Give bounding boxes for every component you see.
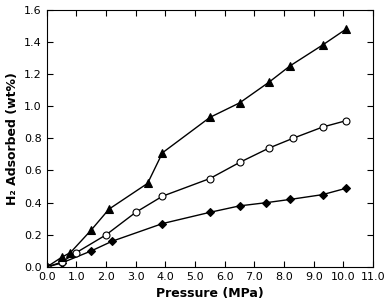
Pt/AC and MIL-101 physical mixture xyxy=(160,194,165,198)
pure MIL-101 xyxy=(109,239,114,243)
Pt/AC and MIL-101 physical mixture xyxy=(59,260,64,264)
MIL-101-bridges-Pt/AC xyxy=(145,181,150,185)
MIL-101-bridges-Pt/AC xyxy=(267,80,272,84)
Line: pure MIL-101: pure MIL-101 xyxy=(44,185,349,270)
MIL-101-bridges-Pt/AC xyxy=(107,207,111,211)
pure MIL-101 xyxy=(344,186,349,190)
MIL-101-bridges-Pt/AC xyxy=(237,101,242,105)
MIL-101-bridges-Pt/AC xyxy=(59,256,64,259)
pure MIL-101 xyxy=(89,249,93,253)
Y-axis label: H₂ Adsorbed (wt%): H₂ Adsorbed (wt%) xyxy=(5,72,18,205)
MIL-101-bridges-Pt/AC xyxy=(68,251,73,254)
pure MIL-101 xyxy=(59,261,64,265)
MIL-101-bridges-Pt/AC xyxy=(89,228,93,232)
MIL-101-bridges-Pt/AC xyxy=(160,151,165,155)
Pt/AC and MIL-101 physical mixture xyxy=(104,233,108,237)
Pt/AC and MIL-101 physical mixture xyxy=(74,251,79,254)
MIL-101-bridges-Pt/AC xyxy=(344,27,349,31)
X-axis label: Pressure (MPa): Pressure (MPa) xyxy=(156,287,264,300)
Pt/AC and MIL-101 physical mixture xyxy=(291,136,295,140)
Pt/AC and MIL-101 physical mixture xyxy=(267,146,272,150)
pure MIL-101 xyxy=(160,222,165,226)
pure MIL-101 xyxy=(320,193,325,196)
Pt/AC and MIL-101 physical mixture xyxy=(133,211,138,214)
Pt/AC and MIL-101 physical mixture xyxy=(344,119,349,122)
pure MIL-101 xyxy=(208,211,212,214)
pure MIL-101 xyxy=(264,201,269,204)
Line: Pt/AC and MIL-101 physical mixture: Pt/AC and MIL-101 physical mixture xyxy=(43,117,350,271)
Pt/AC and MIL-101 physical mixture xyxy=(237,161,242,164)
MIL-101-bridges-Pt/AC xyxy=(44,265,49,269)
MIL-101-bridges-Pt/AC xyxy=(208,116,212,119)
MIL-101-bridges-Pt/AC xyxy=(320,43,325,47)
pure MIL-101 xyxy=(288,198,292,201)
pure MIL-101 xyxy=(44,265,49,269)
MIL-101-bridges-Pt/AC xyxy=(288,64,292,68)
Line: MIL-101-bridges-Pt/AC: MIL-101-bridges-Pt/AC xyxy=(43,25,351,271)
Pt/AC and MIL-101 physical mixture xyxy=(44,265,49,269)
pure MIL-101 xyxy=(237,204,242,208)
Pt/AC and MIL-101 physical mixture xyxy=(208,177,212,180)
Pt/AC and MIL-101 physical mixture xyxy=(320,125,325,129)
